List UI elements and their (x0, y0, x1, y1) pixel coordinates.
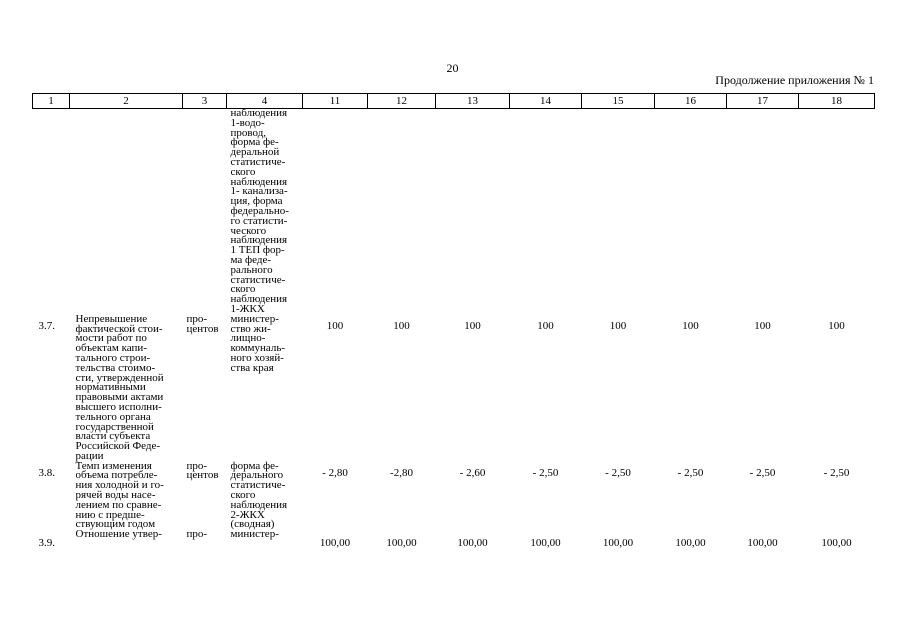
value-cell: - 2,50 (749, 466, 776, 479)
header-cell: 3 (182, 93, 227, 109)
source-cell: министер- (230, 528, 279, 541)
unit-cell: про- (186, 528, 208, 541)
value-cell: 100 (682, 319, 699, 332)
header-cell: 11 (302, 93, 368, 109)
header-cell: 1 (32, 93, 70, 109)
value-cell: 100,00 (386, 537, 417, 550)
value-cell: 100 (464, 319, 481, 332)
value-cell: -2,80 (390, 466, 413, 479)
indicators-table: 1 2 3 4 11 12 13 14 15 16 17 18 наблюден… (32, 93, 875, 549)
value-cell: 100,00 (530, 537, 561, 550)
header-cell: 16 (654, 93, 727, 109)
header-cell: 14 (509, 93, 582, 109)
table-row: 3.7. Непревышение фактической стои- мост… (33, 312, 875, 462)
value-cell: - 2,50 (823, 466, 850, 479)
header-cell: 2 (69, 93, 183, 109)
value-cell: 100,00 (821, 537, 852, 550)
value-cell: 100 (609, 319, 627, 332)
header-row: 1 2 3 4 11 12 13 14 15 16 17 18 (32, 93, 875, 109)
value-cell: 100 (754, 319, 771, 332)
unit-cell: про- центов (186, 459, 219, 482)
value-cell: 100 (537, 319, 554, 332)
source-cell: форма фе- дерального статистиче- ского н… (230, 459, 288, 531)
source-cell: министер- ство жи- лищно- коммуналь- ног… (230, 312, 286, 374)
value-cell: 100,00 (675, 537, 706, 550)
value-cell: 100,00 (602, 537, 634, 550)
value-cell: - 2,80 (322, 466, 348, 479)
continuation-label: Продолжение приложения № 1 (715, 73, 874, 87)
value-cell: - 2,60 (459, 466, 486, 479)
header-cell: 18 (798, 93, 875, 109)
table-row: 3.9. Отношение утвер- про- министер- 100… (33, 528, 875, 550)
indicator-name: Непревышение фактической стои- мости раб… (75, 312, 164, 462)
source-cell: наблюдения 1-водо- провод, форма фе- дер… (230, 107, 289, 315)
value-cell: 100,00 (457, 537, 488, 550)
header-cell: 12 (367, 93, 436, 109)
value-cell: - 2,50 (532, 466, 559, 479)
header-cell: 17 (726, 93, 799, 109)
value-cell: - 2,50 (677, 466, 704, 479)
table-row-continuation: наблюдения 1-водо- провод, форма фе- дер… (33, 107, 875, 315)
value-cell: 100 (828, 319, 845, 332)
header-cell: 15 (581, 93, 655, 109)
value-cell: 100,00 (319, 537, 351, 550)
indicator-name: Отношение утвер- (75, 528, 162, 541)
value-cell: - 2,50 (605, 466, 631, 479)
table-row: 3.8. Темп изменения объема потребле- ния… (33, 459, 875, 531)
indicator-name: Темп изменения объема потребле- ния холо… (75, 459, 164, 531)
row-number: 3.7. (38, 319, 56, 332)
unit-cell: про- центов (186, 312, 219, 335)
value-cell: 100 (326, 319, 344, 332)
page-number: 20 (446, 61, 459, 75)
value-cell: 100 (393, 319, 410, 332)
header-cell: 13 (435, 93, 510, 109)
row-number: 3.9. (38, 537, 56, 550)
value-cell: 100,00 (747, 537, 778, 550)
row-number: 3.8. (38, 466, 56, 479)
